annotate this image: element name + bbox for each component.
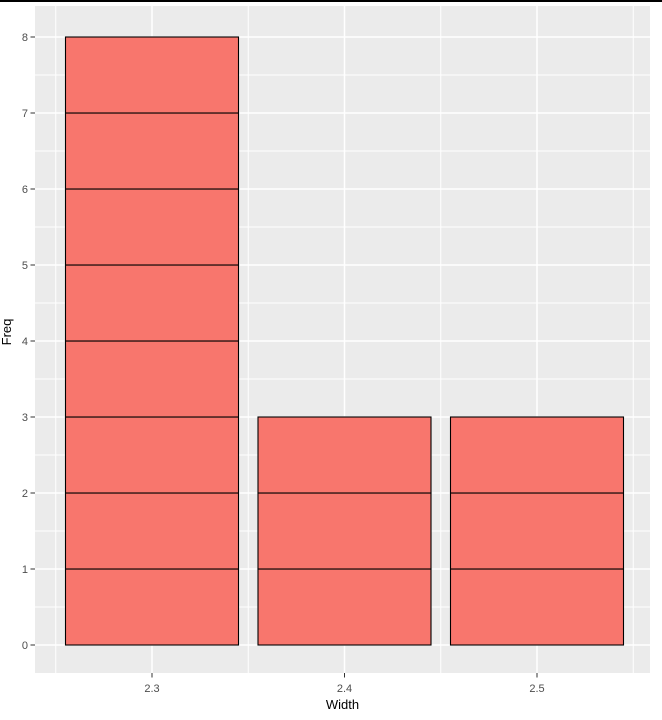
bar-segment — [64, 36, 240, 114]
bar-segment — [64, 112, 240, 190]
bar-segment — [64, 568, 240, 646]
y-tick-label: 8 — [22, 32, 28, 44]
y-tick-label: 0 — [22, 640, 28, 652]
y-tick-label: 6 — [22, 184, 28, 196]
bar-segment — [257, 416, 432, 494]
y-tick-label: 3 — [22, 412, 28, 424]
bar-segment — [64, 264, 240, 342]
y-tick-label: 2 — [22, 488, 28, 500]
bar-segment — [257, 568, 432, 646]
bar-segment — [257, 492, 432, 570]
y-tick-label: 1 — [22, 564, 28, 576]
bar-segment — [64, 340, 240, 418]
y-tick-label: 7 — [22, 108, 28, 120]
x-tick-label: 2.3 — [144, 683, 159, 695]
bar-segment — [64, 492, 240, 570]
y-tick-label: 4 — [22, 336, 28, 348]
x-tick-label: 2.4 — [337, 683, 352, 695]
bar-segment — [449, 416, 625, 494]
x-axis-title: Width — [326, 697, 359, 712]
bar-segment — [449, 492, 625, 570]
y-axis-title: Freq — [0, 319, 14, 346]
window-top-border — [0, 0, 662, 2]
y-tick-label: 5 — [22, 260, 28, 272]
bar-segment — [64, 416, 240, 494]
x-tick-label: 2.5 — [529, 683, 544, 695]
bar-segment — [449, 568, 625, 646]
bar-segment — [64, 188, 240, 266]
